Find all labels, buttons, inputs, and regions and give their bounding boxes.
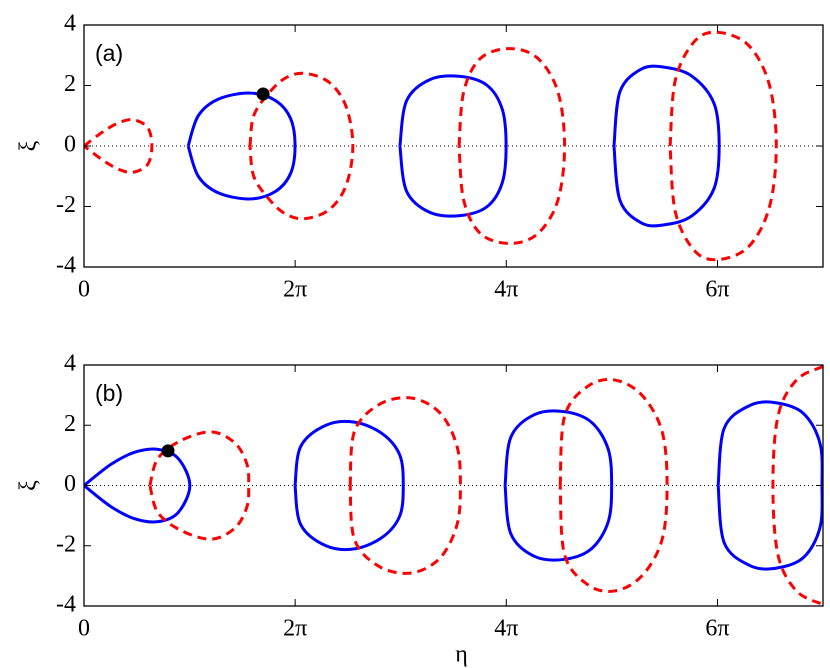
x-tick-label: 2π bbox=[283, 616, 307, 642]
marker bbox=[161, 444, 175, 458]
panel-label: (a) bbox=[95, 40, 123, 66]
x-tick-label: 0 bbox=[78, 277, 90, 303]
x-tick-label: 6π bbox=[705, 277, 729, 303]
curve bbox=[186, 91, 297, 201]
panel-label: (b) bbox=[95, 380, 123, 406]
y-tick-label: 2 bbox=[64, 71, 76, 97]
curve bbox=[716, 400, 823, 571]
marker bbox=[256, 87, 270, 101]
y-tick-label: -4 bbox=[56, 253, 76, 279]
x-tick-label: 0 bbox=[78, 616, 90, 642]
curve bbox=[771, 365, 823, 606]
curve bbox=[248, 71, 355, 221]
y-tick-label: 0 bbox=[64, 471, 76, 497]
y-axis-label: ξ bbox=[16, 480, 42, 491]
curve bbox=[84, 118, 154, 174]
x-tick-label: 2π bbox=[283, 277, 307, 303]
y-tick-label: -4 bbox=[56, 592, 76, 618]
curve bbox=[457, 47, 567, 245]
curve bbox=[293, 419, 405, 552]
y-tick-label: 4 bbox=[64, 351, 76, 377]
curve bbox=[668, 30, 778, 262]
y-tick-label: 4 bbox=[64, 11, 76, 37]
curve bbox=[398, 74, 508, 218]
x-tick-label: 6π bbox=[705, 616, 729, 642]
y-tick-label: -2 bbox=[56, 192, 76, 218]
curve bbox=[84, 447, 192, 524]
y-tick-label: 0 bbox=[64, 132, 76, 158]
curve bbox=[348, 396, 462, 575]
x-axis-label: η bbox=[455, 642, 468, 668]
x-tick-label: 4π bbox=[494, 616, 518, 642]
y-axis-label: ξ bbox=[16, 140, 42, 151]
curve bbox=[503, 409, 614, 562]
y-tick-label: 2 bbox=[64, 411, 76, 437]
x-tick-label: 4π bbox=[494, 277, 518, 303]
curve bbox=[558, 378, 669, 593]
curve bbox=[612, 64, 721, 228]
y-tick-label: -2 bbox=[56, 531, 76, 557]
